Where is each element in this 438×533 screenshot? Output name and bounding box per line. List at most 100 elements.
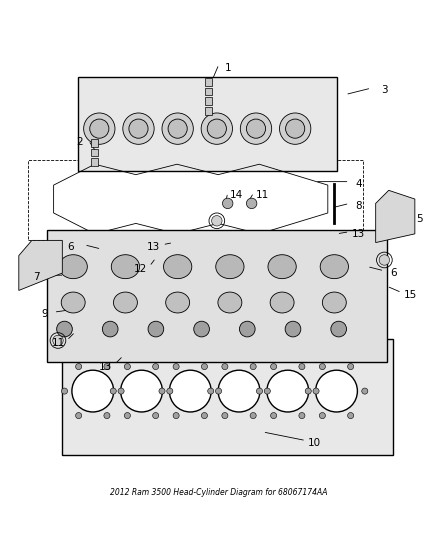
Ellipse shape (270, 292, 294, 313)
Polygon shape (62, 339, 393, 455)
Circle shape (247, 198, 257, 208)
Bar (205, 78, 212, 86)
Circle shape (123, 113, 154, 144)
Circle shape (53, 335, 63, 346)
Text: 14: 14 (230, 190, 243, 200)
Circle shape (110, 388, 116, 394)
Circle shape (168, 119, 187, 138)
Circle shape (212, 215, 222, 226)
Text: 1: 1 (224, 63, 231, 74)
Text: 7: 7 (33, 272, 39, 282)
Circle shape (201, 364, 208, 369)
Polygon shape (47, 230, 387, 362)
Text: 5: 5 (416, 214, 423, 224)
Ellipse shape (216, 255, 244, 279)
Circle shape (240, 113, 272, 144)
Ellipse shape (61, 292, 85, 313)
Circle shape (118, 388, 124, 394)
Circle shape (57, 321, 72, 337)
Circle shape (362, 388, 368, 394)
Circle shape (267, 370, 309, 412)
Circle shape (124, 413, 131, 418)
Circle shape (201, 113, 233, 144)
Circle shape (215, 388, 222, 394)
Circle shape (331, 321, 346, 337)
Circle shape (208, 388, 214, 394)
Circle shape (305, 388, 311, 394)
Ellipse shape (113, 292, 138, 313)
Circle shape (250, 364, 256, 369)
Circle shape (348, 413, 354, 418)
Text: 2: 2 (76, 138, 83, 148)
Bar (205, 107, 212, 115)
Circle shape (194, 321, 209, 337)
Ellipse shape (320, 255, 349, 279)
Text: 11: 11 (51, 338, 64, 348)
Circle shape (271, 364, 277, 369)
Circle shape (271, 413, 277, 418)
Bar (92, 149, 99, 156)
Text: 13: 13 (147, 242, 160, 252)
Circle shape (222, 364, 228, 369)
Circle shape (152, 364, 159, 369)
Text: 12: 12 (134, 264, 147, 273)
Polygon shape (19, 240, 62, 290)
Circle shape (319, 413, 325, 418)
Circle shape (218, 370, 260, 412)
Circle shape (84, 113, 115, 144)
Circle shape (348, 364, 354, 369)
Text: 9: 9 (42, 309, 48, 319)
Ellipse shape (268, 255, 296, 279)
Polygon shape (78, 77, 336, 171)
Circle shape (279, 113, 311, 144)
Circle shape (313, 388, 319, 394)
Circle shape (104, 364, 110, 369)
Circle shape (285, 321, 301, 337)
Circle shape (159, 388, 165, 394)
Circle shape (152, 413, 159, 418)
Circle shape (170, 370, 211, 412)
Circle shape (207, 119, 226, 138)
Text: 6: 6 (390, 268, 396, 278)
Text: 13: 13 (99, 361, 113, 372)
Bar (92, 158, 99, 166)
Ellipse shape (322, 292, 346, 313)
Circle shape (379, 255, 390, 265)
Circle shape (316, 370, 357, 412)
Circle shape (286, 119, 305, 138)
Circle shape (148, 321, 164, 337)
Circle shape (173, 364, 179, 369)
Text: 11: 11 (256, 190, 269, 200)
Circle shape (104, 413, 110, 418)
Circle shape (264, 388, 270, 394)
Circle shape (76, 413, 82, 418)
Circle shape (222, 413, 228, 418)
Bar (205, 97, 212, 105)
Circle shape (102, 321, 118, 337)
Text: 13: 13 (352, 229, 365, 239)
Circle shape (319, 364, 325, 369)
Ellipse shape (163, 255, 192, 279)
Circle shape (173, 413, 179, 418)
Circle shape (250, 413, 256, 418)
Circle shape (256, 388, 262, 394)
Text: 3: 3 (381, 85, 388, 95)
Text: 8: 8 (355, 200, 362, 211)
Circle shape (124, 364, 131, 369)
Ellipse shape (166, 292, 190, 313)
Text: 6: 6 (68, 242, 74, 252)
Circle shape (201, 413, 208, 418)
Text: 10: 10 (308, 438, 321, 448)
Circle shape (299, 413, 305, 418)
Circle shape (167, 388, 173, 394)
Circle shape (90, 119, 109, 138)
Circle shape (72, 370, 114, 412)
Circle shape (76, 364, 82, 369)
Circle shape (223, 198, 233, 208)
Ellipse shape (218, 292, 242, 313)
Circle shape (129, 119, 148, 138)
Circle shape (299, 364, 305, 369)
Text: 2012 Ram 3500 Head-Cylinder Diagram for 68067174AA: 2012 Ram 3500 Head-Cylinder Diagram for … (110, 488, 328, 497)
Circle shape (247, 119, 265, 138)
Text: 4: 4 (355, 179, 362, 189)
